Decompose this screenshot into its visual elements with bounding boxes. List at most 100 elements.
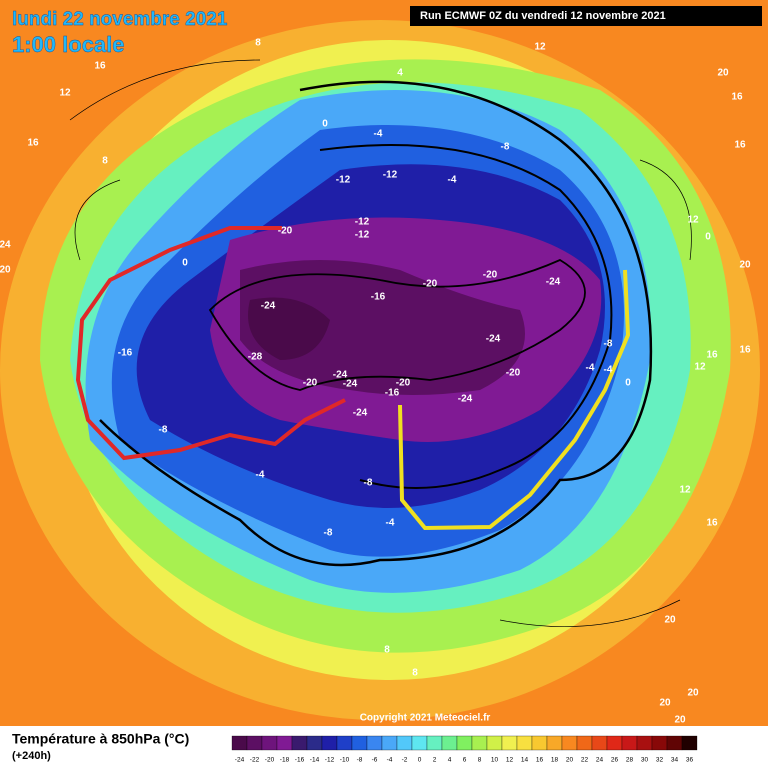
scale-swatch	[546, 735, 563, 751]
scale-tick-label: 34	[671, 757, 679, 764]
scale-tick-label: 16	[536, 757, 544, 764]
contour-label: 16	[706, 518, 718, 529]
contour-label: 20	[664, 615, 676, 626]
scale-tick-label: -24	[235, 757, 245, 764]
scale-tick-label: 26	[611, 757, 619, 764]
scale-swatch	[231, 735, 248, 751]
contour-label: -4	[448, 175, 457, 186]
contour-label: 16	[739, 345, 751, 356]
scale-tick-label: 24	[596, 757, 604, 764]
scale-tick-label: -10	[340, 757, 350, 764]
scale-swatch	[321, 735, 338, 751]
contour-label: -20	[396, 378, 411, 389]
contour-label: 8	[412, 668, 418, 679]
scale-tick-label: 6	[463, 757, 467, 764]
scale-tick-label: 20	[566, 757, 574, 764]
scale-tick-label: -16	[295, 757, 305, 764]
contour-label: -16	[371, 292, 386, 303]
contour-label: -20	[423, 279, 438, 290]
scale-tick-label: 0	[418, 757, 422, 764]
contour-label: -4	[374, 129, 383, 140]
scale-tick-label: -8	[357, 757, 363, 764]
date-title: lundi 22 novembre 2021	[12, 9, 228, 30]
copyright: Copyright 2021 Meteociel.fr	[360, 713, 491, 724]
scale-swatch	[396, 735, 413, 751]
scale-tick-label: -22	[250, 757, 260, 764]
contour-label: 20	[0, 265, 11, 276]
scale-swatch	[561, 735, 578, 751]
scale-tick-label: -12	[325, 757, 335, 764]
scale-swatch	[501, 735, 518, 751]
contour-label: -8	[324, 528, 333, 539]
contour-label: -8	[159, 425, 168, 436]
scale-swatch	[411, 735, 428, 751]
color-scale: -24 -22 -20 -18 -16 -14 -12 -10 -8 -6 -4 -2 0 2 4 6 8 10 1…	[231, 735, 698, 764]
temperature-field	[0, 0, 768, 726]
contour-label: -12	[383, 170, 398, 181]
scale-tick-label: -14	[310, 757, 320, 764]
contour-label: -8	[604, 339, 613, 350]
scale-tick-label: 8	[478, 757, 482, 764]
contour-label: 24	[0, 240, 11, 251]
scale-swatch	[471, 735, 488, 751]
scale-tick-label: 32	[656, 757, 664, 764]
time-title: 1:00 locale	[12, 32, 125, 57]
contour-label: -12	[336, 175, 351, 186]
scale-tick-label: 14	[521, 757, 529, 764]
scale-swatch	[606, 735, 623, 751]
contour-label: -4	[256, 470, 265, 481]
contour-label: -8	[501, 142, 510, 153]
contour-label: 4	[397, 68, 403, 79]
contour-label: -24	[261, 301, 276, 312]
scale-swatch	[651, 735, 668, 751]
scale-swatch	[441, 735, 458, 751]
contour-label: -24	[546, 277, 561, 288]
scale-swatch	[486, 735, 503, 751]
scale-tick-label: 10	[491, 757, 499, 764]
contour-label: 16	[27, 138, 39, 149]
contour-label: 12	[679, 485, 691, 496]
contour-label: 20	[674, 715, 686, 726]
scale-tick-label: -4	[387, 757, 393, 764]
contour-label: -4	[386, 518, 395, 529]
legend-title: Température à 850hPa (°C)	[12, 731, 189, 747]
scale-swatch	[246, 735, 263, 751]
contour-label: 12	[534, 42, 546, 53]
scale-swatch	[681, 735, 698, 751]
contour-label: -24	[458, 394, 473, 405]
scale-swatch	[516, 735, 533, 751]
contour-label: -24	[353, 408, 368, 419]
scale-swatch	[306, 735, 323, 751]
scale-swatch	[426, 735, 443, 751]
contour-label: 20	[739, 260, 751, 271]
contour-label: -24	[486, 334, 501, 345]
scale-swatch	[576, 735, 593, 751]
contour-label: -20	[303, 378, 318, 389]
contour-label: -20	[278, 226, 293, 237]
scale-swatch	[636, 735, 653, 751]
scale-tick-label: -18	[280, 757, 290, 764]
contour-label: -12	[355, 217, 370, 228]
contour-label: 16	[94, 61, 106, 72]
scale-swatch	[666, 735, 683, 751]
contour-label: 20	[717, 68, 729, 79]
scale-swatch	[591, 735, 608, 751]
run-box	[410, 6, 762, 26]
scale-swatch	[456, 735, 473, 751]
contour-label: -12	[355, 230, 370, 241]
contour-label: -4	[586, 363, 595, 374]
contour-label: -20	[506, 368, 521, 379]
contour-label: -20	[483, 270, 498, 281]
contour-label: 20	[659, 698, 671, 709]
scale-tick-label: 4	[448, 757, 452, 764]
contour-label: -4	[604, 365, 613, 376]
contour-label: 0	[625, 378, 631, 389]
scale-swatch	[291, 735, 308, 751]
scale-swatch	[276, 735, 293, 751]
scale-swatch	[381, 735, 398, 751]
contour-label: 16	[734, 140, 746, 151]
scale-tick-label: 18	[551, 757, 559, 764]
contour-label: 0	[705, 232, 711, 243]
